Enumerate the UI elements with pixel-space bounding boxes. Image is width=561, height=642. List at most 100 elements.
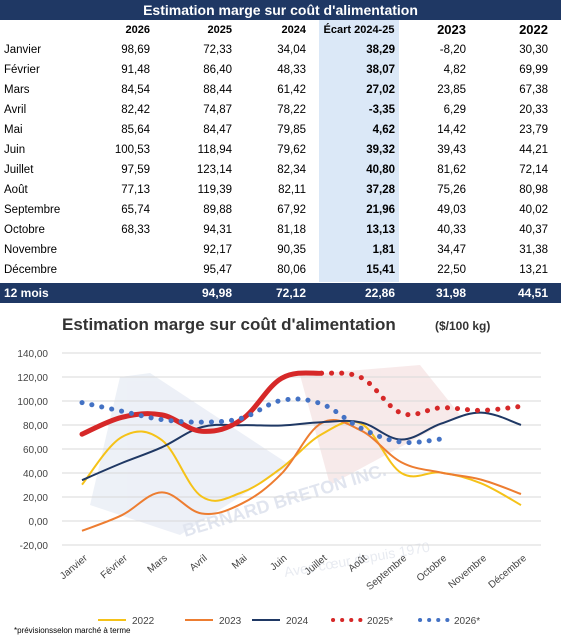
table-row: Décembre 95,47 80,06 15,41 22,50 13,21 [0,260,561,280]
row-cell-0: Novembre [4,244,58,256]
total-cell-5: 31,98 [435,286,466,300]
x-tick-label: Janvier [58,552,90,582]
row-cell-3: 80,06 [277,264,306,276]
row-cell-1: 68,33 [121,224,150,236]
row-cell-1: 98,69 [121,44,150,56]
row-cell-6: 80,98 [519,184,548,196]
row-cell-1: 85,64 [121,124,150,136]
row-cell-4: 1,81 [372,244,395,256]
row-cell-6: 72,14 [519,164,548,176]
row-cell-4: 15,41 [366,264,395,276]
row-cell-5: 34,47 [437,244,466,256]
row-cell-2: 95,47 [203,264,232,276]
y-tick-label: 0,00 [29,517,49,528]
row-cell-0: Mars [4,84,30,96]
row-cell-6: 40,37 [519,224,548,236]
row-cell-1: 65,74 [121,204,150,216]
table-row: Janvier 98,69 72,33 34,04 38,29 -8,20 30,30 [0,40,561,60]
row-cell-6: 20,33 [519,104,548,116]
total-cell-4: 22,86 [364,286,395,300]
row-cell-0: Février [4,64,40,76]
legend-label: 2024 [286,616,309,627]
row-cell-1: 97,59 [121,164,150,176]
header-cell-6: 2022 [519,22,548,37]
row-cell-1: 77,13 [121,184,150,196]
row-cell-0: Septembre [4,204,61,216]
row-cell-6: 67,38 [519,84,548,96]
row-cell-5: 14,42 [437,124,466,136]
row-cell-6: 44,21 [519,144,548,156]
chart-unit: ($/100 kg) [435,319,490,333]
row-cell-5: 40,33 [437,224,466,236]
total-cell-1 [100,283,150,303]
x-tick-label: Février [99,552,130,581]
row-cell-6: 31,38 [519,244,548,256]
series-2024-line [81,411,522,482]
row-cell-6: 40,02 [519,204,548,216]
row-cell-5: 49,03 [437,204,466,216]
chart-legend: 2022 2023 2024 2025* 2026* [98,616,480,627]
row-cell-5: 75,26 [437,184,466,196]
chart-title: Estimation marge sur coût d'alimentation [62,315,396,334]
row-cell-6: 13,21 [519,264,548,276]
header-cell-0 [4,20,104,40]
x-tick-label: Mars [146,553,170,576]
row-cell-4: 38,07 [366,64,395,76]
row-cell-1: 84,54 [121,84,150,96]
row-cell-0: Juillet [4,164,34,176]
row-cell-3: 82,11 [278,184,306,196]
row-cell-2: 89,88 [203,204,232,216]
table-row: Juin 100,53 118,94 79,62 39,32 39,43 44,21 [0,140,561,160]
legend-label: 2026* [454,616,480,627]
table-row: Octobre 68,33 94,31 81,18 13,13 40,33 40,37 [0,220,561,240]
margin-chart: BERNARD BRETON INC. Avec cœur depuis 197… [0,305,561,642]
table-row: Août 77,13 119,39 82,11 37,28 75,26 80,98 [0,180,561,200]
ecart-column-highlight [319,20,399,282]
y-tick-label: 120,00 [17,373,48,384]
x-tick-label: Décembre [487,553,530,591]
row-cell-2: 123,14 [196,164,232,176]
x-tick-label: Octobre [415,553,450,585]
header-cell-2: 2025 [207,24,232,36]
row-cell-2: 94,31 [203,224,232,236]
table-row: Septembre 65,74 89,88 67,92 21,96 49,03 40,02 [0,200,561,220]
row-cell-1 [100,240,150,260]
row-cell-5: -8,20 [439,44,466,56]
series-2025-line [79,370,324,437]
row-cell-0: Janvier [4,44,42,56]
row-cell-5: 6,29 [443,104,466,116]
x-tick-label: Novembre [447,553,490,591]
row-cell-3: 61,42 [277,84,306,96]
row-cell-3: 79,62 [277,144,306,156]
row-cell-0: Avril [4,104,27,116]
chart-svg: BERNARD BRETON INC. Avec cœur depuis 197… [17,315,541,627]
row-cell-5: 22,50 [437,264,466,276]
table-row: Avril 82,42 74,87 78,22 -3,35 6,29 20,33 [0,100,561,120]
row-cell-3: 34,04 [277,44,306,56]
header-cell-5: 2023 [437,22,466,37]
row-cell-2: 88,44 [203,84,232,96]
legend-label: 2023 [219,616,242,627]
row-cell-2: 92,17 [203,244,232,256]
row-cell-5: 39,43 [437,144,466,156]
row-cell-1 [100,260,150,280]
y-tick-label: 80,00 [23,421,48,432]
table-title: Estimation marge sur coût d'alimentation [0,0,561,20]
total-cell-2: 94,98 [201,286,232,300]
row-cell-4: 13,13 [366,224,395,236]
row-cell-6: 30,30 [519,44,548,56]
row-cell-3: 67,92 [277,204,306,216]
total-cell-3: 72,12 [275,286,306,300]
y-tick-label: 100,00 [17,397,48,408]
footnote: *prévisionsselon marché à terme [14,626,131,635]
header-cell-4: Écart 2024-25 [323,24,395,36]
y-tick-label: 60,00 [23,445,48,456]
row-cell-2: 74,87 [203,104,232,116]
table-row: Juillet 97,59 123,14 82,34 40,80 81,62 72,14 [0,160,561,180]
series-2026-line [79,396,444,446]
row-cell-4: -3,35 [368,104,395,116]
table-header: 2026 2025 2024 Écart 2024-25 2023 2022 [0,20,561,40]
row-cell-4: 38,29 [366,44,395,56]
row-cell-0: Décembre [4,264,58,276]
row-cell-3: 78,22 [277,104,306,116]
